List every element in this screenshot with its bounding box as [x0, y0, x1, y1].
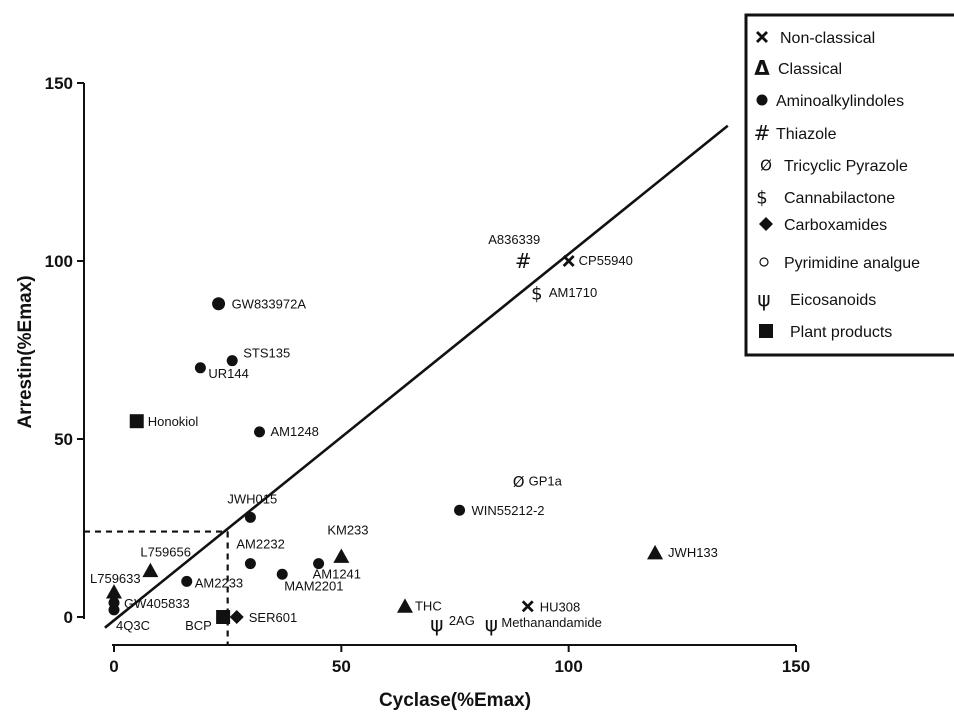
point-label: STS135 [243, 346, 290, 361]
legend-marker-icon [756, 31, 768, 43]
data-point [647, 544, 664, 560]
data-point: $ [531, 283, 542, 304]
legend-box [744, 13, 954, 357]
legend-item-label: Carboxamides [784, 217, 887, 234]
cross-stroke [521, 600, 534, 613]
point-label: AM2232 [236, 537, 284, 552]
data-point [106, 584, 122, 599]
data-point [216, 610, 231, 624]
point-label: AM2233 [195, 575, 243, 590]
data-point: Ø [513, 473, 525, 491]
data-point [313, 558, 325, 570]
point-label: JWH015 [227, 491, 277, 506]
data-point [129, 414, 144, 429]
point-label: L759633 [90, 571, 141, 586]
x-axis-title: Cyclase(%Emax) [379, 690, 531, 711]
data-point [454, 504, 466, 516]
data-point [181, 575, 193, 587]
cross-stroke [562, 255, 575, 267]
point-label: 2AG [449, 613, 475, 628]
point-label: THC [415, 598, 442, 613]
legend-marker-icon [756, 94, 768, 106]
data-point [521, 600, 534, 613]
legend-marker-icon [759, 257, 769, 267]
legend: Non-classical Δ Classical Aminoalkylindoles… [744, 13, 954, 357]
cross-stroke [756, 31, 768, 43]
point-label: AM1241 [313, 567, 361, 582]
legend-item-label: Plant products [790, 324, 892, 341]
data-point [244, 558, 256, 570]
data-point [212, 297, 226, 311]
legend-marker-icon: ψ [757, 287, 770, 311]
data-point [244, 511, 256, 523]
y-tick-label: 50 [54, 430, 73, 449]
legend-marker-icon: Ø [760, 156, 772, 174]
point-label: SER601 [249, 610, 297, 625]
data-point [333, 548, 350, 563]
point-label: MAM2201 [284, 578, 343, 593]
y-tick-label: 100 [45, 252, 73, 271]
legend-item-label: Aminoalkylindoles [776, 93, 904, 110]
chart-lines [84, 124, 729, 645]
data-points: # Ø $ ψ ψ [106, 249, 664, 636]
point-label: L759656 [140, 545, 191, 560]
point-label: GP1a [529, 474, 563, 489]
point-label: AM1710 [549, 285, 597, 300]
data-point [229, 610, 244, 624]
data-point [562, 255, 575, 267]
point-label: A836339 [488, 232, 540, 247]
point-label: JWH133 [668, 545, 718, 560]
data-point [194, 362, 206, 374]
point-label: HU308 [540, 599, 580, 614]
legend-marker-icon: $ [756, 187, 767, 208]
legend-item-label: Thiazole [776, 126, 837, 143]
x-tick-label: 100 [554, 657, 582, 676]
legend-item-label: Classical [778, 61, 842, 78]
x-tick-label: 150 [782, 657, 810, 676]
data-point: # [515, 249, 532, 273]
point-label: BCP [185, 618, 212, 633]
point-labels: CP55940 HU308 THC KM233 JWH133 L759656 L759633… [90, 232, 718, 633]
legend-item-label: Cannabilactone [784, 190, 895, 207]
x-tick-label: 50 [332, 657, 351, 676]
point-label: AM1248 [270, 424, 318, 439]
point-label: UR144 [208, 366, 248, 381]
legend-marker-icon: # [754, 121, 771, 145]
legend-item-label: Tricyclic Pyrazole [784, 158, 908, 175]
point-label: Honokiol [148, 414, 199, 429]
data-point: ψ [430, 612, 443, 636]
y-axis-title: Arrestin(%Emax) [15, 275, 36, 428]
legend-item-label: Eicosanoids [790, 292, 876, 309]
legend-marker-icon: Δ [754, 56, 770, 80]
data-point [108, 604, 120, 616]
legend-marker-icon [759, 324, 773, 338]
y-tick-label: 0 [64, 608, 73, 627]
data-point [226, 355, 238, 367]
point-label: 4Q3C [116, 618, 150, 633]
data-point: ψ [485, 612, 498, 636]
x-tick-label: 0 [109, 657, 118, 676]
data-point [276, 568, 288, 580]
y-tick-label: 150 [45, 74, 73, 93]
data-point [142, 562, 159, 578]
data-point [396, 598, 413, 613]
point-label: WIN55212-2 [472, 503, 545, 518]
axes: 0 50 100 150 0 50 100 150 [45, 74, 811, 676]
point-label: CP55940 [579, 253, 633, 268]
regression-line [104, 124, 729, 629]
point-label: KM233 [327, 522, 368, 537]
point-label: GW405833 [124, 596, 190, 611]
point-label: Methanandamide [501, 615, 601, 630]
legend-marker-icon [759, 217, 773, 231]
legend-item-label: Non-classical [780, 30, 875, 47]
legend-item-label: Pyrimidine analgue [784, 255, 920, 272]
data-point [253, 426, 265, 438]
point-label: GW833972A [232, 297, 307, 312]
